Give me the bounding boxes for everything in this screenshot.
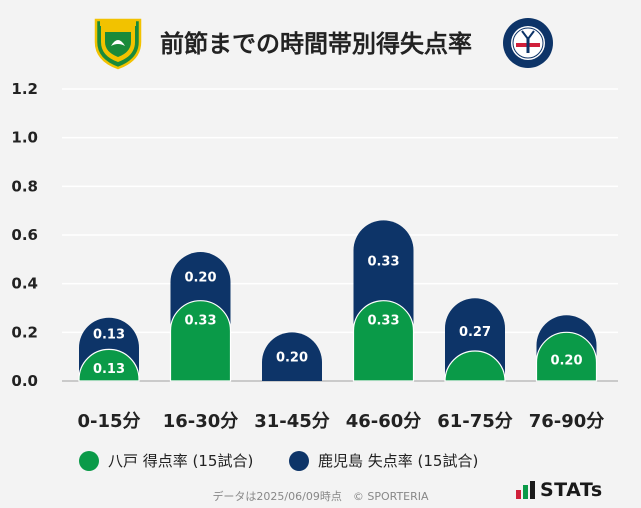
stats-brand-text: STATs [540, 479, 603, 501]
x-tick-label: 46-60分 [346, 411, 422, 432]
page-title: 前節までの時間帯別得失点率 [160, 30, 472, 58]
data-label-kagoshima: 0.27 [459, 325, 491, 340]
x-tick-label: 61-75分 [437, 411, 513, 432]
legend-label-hachinohe: 八戸 得点率 (15試合) [108, 452, 254, 470]
hachinohe-emblem-icon [94, 18, 142, 70]
y-tick-label: 1.0 [11, 129, 38, 147]
bar-hachinohe [169, 300, 232, 382]
bar-hachinohe [535, 331, 598, 382]
y-tick-label: 0.2 [11, 323, 38, 341]
chart-area: 0.00.20.40.60.81.01.2 0.130.130.330.200.… [11, 80, 618, 432]
legend-label-kagoshima: 鹿児島 失点率 (15試合) [318, 452, 479, 470]
legend-item-kagoshima: 鹿児島 失点率 (15試合) [289, 450, 478, 471]
legend-swatch-hachinohe [79, 450, 99, 471]
data-label-kagoshima: 0.20 [184, 270, 216, 285]
x-tick-label: 31-45分 [254, 411, 330, 432]
y-axis: 0.0 0.2 0.4 0.6 0.8 1.0 1.2 [11, 80, 38, 390]
legend-item-hachinohe: 八戸 得点率 (15試合) [79, 450, 253, 471]
y-tick-label: 1.2 [11, 80, 38, 98]
data-label-hachinohe: 0.20 [550, 354, 582, 369]
x-tick-label: 76-90分 [529, 411, 605, 432]
y-tick-label: 0.6 [11, 226, 38, 244]
data-label-kagoshima: 0.33 [367, 255, 399, 270]
stats-bars-icon [516, 481, 535, 499]
bars [78, 220, 598, 382]
data-label-hachinohe: 0.13 [93, 362, 125, 377]
footer-note: データは2025/06/09時点 © SPORTERIA [212, 490, 429, 503]
x-tick-label: 16-30分 [163, 411, 239, 432]
stats-brand: STATs [516, 479, 603, 501]
legend-swatch-kagoshima [289, 450, 309, 471]
x-tick-label: 0-15分 [77, 411, 140, 432]
data-label-hachinohe: 0.33 [184, 314, 216, 329]
bar-hachinohe [78, 348, 140, 382]
header: 前節までの時間帯別得失点率 [0, 0, 641, 80]
data-label-hachinohe: 0.33 [367, 314, 399, 329]
legend: 八戸 得点率 (15試合) 鹿児島 失点率 (15試合) [0, 450, 641, 474]
data-label-kagoshima: 0.13 [93, 328, 125, 343]
data-labels: 0.13 0.13 0.33 0.20 0.20 0.33 0.33 0.27 0.20 [93, 255, 583, 378]
kagoshima-united-emblem-icon [503, 18, 553, 68]
y-tick-label: 0.4 [11, 275, 38, 293]
y-tick-label: 0.8 [11, 177, 38, 195]
bar-hachinohe [444, 350, 506, 382]
y-tick-label: 0.0 [11, 372, 38, 390]
bar-hachinohe [352, 300, 415, 382]
bar-kagoshima [262, 332, 322, 381]
gridlines [62, 88, 618, 382]
data-label-kagoshima: 0.20 [276, 351, 308, 366]
x-axis: 0-15分 16-30分 31-45分 46-60分 61-75分 76-90分 [77, 411, 604, 432]
